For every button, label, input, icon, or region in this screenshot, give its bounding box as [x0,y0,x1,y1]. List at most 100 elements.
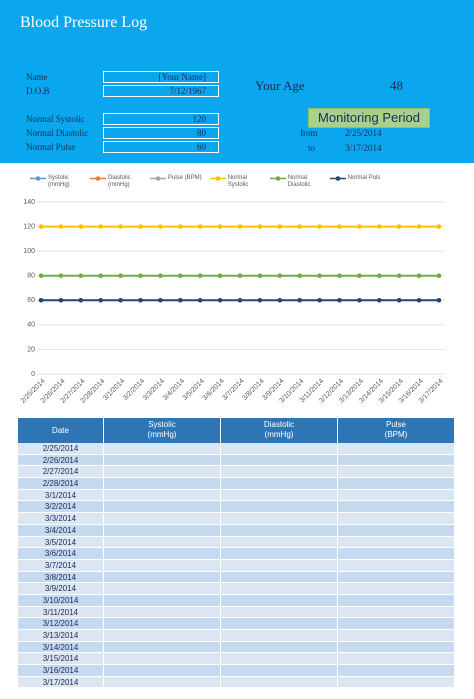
cell [338,665,455,677]
cell [221,548,338,560]
point [98,297,103,303]
cell [221,443,338,455]
label: Your Age [255,78,305,93]
point [197,297,203,303]
cell [338,536,455,549]
cell [104,676,221,689]
header-cell: Date [18,418,104,443]
point [58,224,64,229]
cell [338,478,455,490]
header-text: (mmHg) [264,430,294,439]
date-cell: 3/15/2014 [18,653,104,666]
field: 120 [103,113,219,125]
point [178,273,183,279]
field: 60 [103,141,219,153]
cell [338,571,455,584]
header-text: Pulse [385,420,406,429]
cell [338,583,455,595]
point [436,273,442,279]
cell [221,466,338,479]
cell [221,571,338,584]
cell [338,489,455,502]
label: Normal Pulse [26,142,76,152]
date-cell: 3/8/2014 [18,571,104,584]
point [357,273,362,279]
point [118,297,123,303]
cell [221,513,338,525]
point [396,297,402,303]
point [38,297,44,303]
cell [338,676,455,689]
cell [104,559,221,572]
point [158,273,163,279]
cell [104,524,221,537]
table-row: 2/25/2014 [18,443,455,455]
point [178,297,183,303]
table-row: 3/1/2014 [18,489,455,502]
cell [221,641,338,654]
point [337,273,342,279]
date-cell: 3/9/2014 [18,583,104,595]
cell [338,559,455,572]
cell [338,524,455,537]
point [377,224,382,229]
point [396,224,402,229]
point [38,273,44,279]
point [78,297,84,303]
cell [221,618,338,630]
header-text: Date [52,426,69,435]
point [78,273,84,279]
cell [104,478,221,490]
y-tick-label: 80 [27,273,35,280]
y-tick-label: 0 [31,371,35,378]
legend-swatch [150,175,166,182]
date-cell: 3/4/2014 [18,524,104,537]
cell [338,653,455,666]
y-tick-label: 40 [27,322,35,329]
legend-label: Pulse (BPM) [168,175,202,181]
date-cell: 3/7/2014 [18,559,104,572]
header: Blood Pressure Log Name [Your Name] D.O.… [0,0,474,163]
point [377,273,382,279]
point [237,224,243,229]
header-cell: Systolic (mmHg) [104,418,221,443]
cell [338,501,455,514]
table-row: 3/2/2014 [18,501,455,514]
field: 7/12/1967 [103,85,219,97]
chart: 0204060801001201402/25/20142/26/20142/27… [20,199,445,405]
date-cell: 2/26/2014 [18,454,104,467]
point [277,297,283,303]
legend-swatch [30,175,46,182]
cell [338,548,455,560]
date-cell: 3/17/2014 [18,676,104,689]
point [416,224,422,229]
y-tick-label: 60 [27,297,35,304]
legend: Systolic (mmHg) Diastolic (mmHg) Pulse (BP… [30,175,380,189]
field: [Your Name] [103,71,219,83]
legend-item: Normal Systolic [209,175,262,189]
cell [104,653,221,666]
table: Date Systolic (mmHg) Diastolic (mmHg) Pulse (B… [18,418,455,689]
point [138,297,143,303]
cell [221,594,338,607]
cell [104,583,221,595]
table-header: Date Systolic (mmHg) Diastolic (mmHg) Pulse (B… [18,418,455,443]
table-row: 3/4/2014 [18,524,455,537]
table-row: 3/17/2014 [18,676,455,689]
cell [221,559,338,572]
point [98,273,103,279]
point [317,273,322,279]
point [118,224,123,229]
point [436,224,442,229]
cell [104,548,221,560]
date-cell: 3/3/2014 [18,513,104,525]
header-text: Diastolic [263,420,295,429]
cell [221,454,338,467]
date-cell: 3/12/2014 [18,618,104,630]
date-cell: 3/14/2014 [18,641,104,654]
point [98,224,103,229]
cell [104,571,221,584]
table-row: 2/27/2014 [18,466,455,479]
legend-label: Normal Systolic [227,175,249,188]
